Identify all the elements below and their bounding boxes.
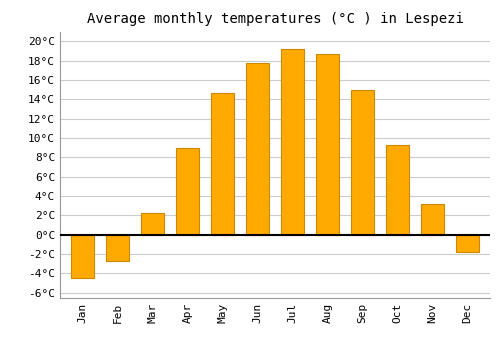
Bar — [386, 145, 408, 234]
Bar — [281, 49, 304, 234]
Bar — [72, 234, 94, 278]
Bar — [142, 214, 164, 235]
Bar — [316, 54, 339, 234]
Bar — [456, 234, 478, 252]
Bar — [176, 148, 199, 234]
Bar — [421, 204, 444, 234]
Bar — [106, 234, 129, 261]
Bar — [211, 93, 234, 234]
Bar — [246, 63, 269, 234]
Title: Average monthly temperatures (°C ) in Lespezi: Average monthly temperatures (°C ) in Le… — [86, 12, 464, 26]
Bar — [351, 90, 374, 234]
